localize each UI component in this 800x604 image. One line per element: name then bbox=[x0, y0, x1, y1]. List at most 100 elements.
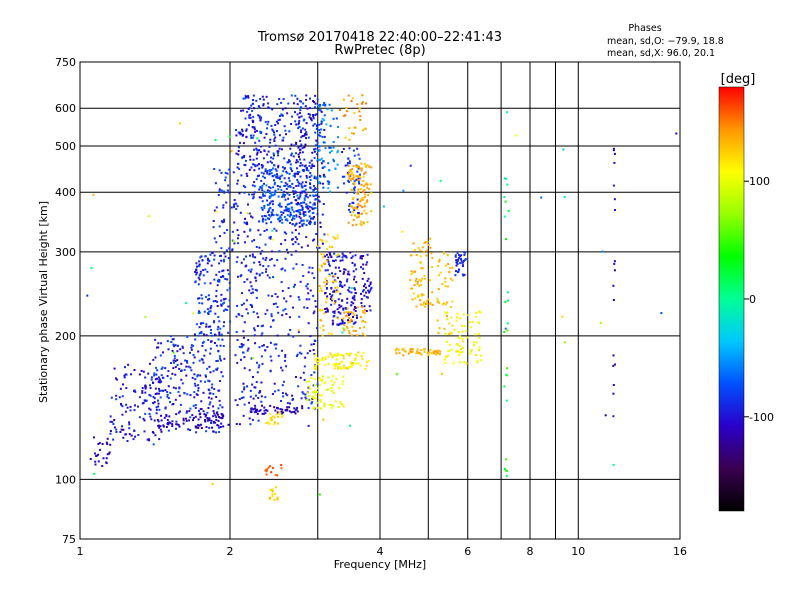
data-point bbox=[363, 205, 366, 208]
data-point bbox=[143, 399, 146, 402]
data-point bbox=[290, 143, 293, 146]
data-point bbox=[339, 312, 342, 315]
data-point bbox=[474, 333, 477, 336]
data-point bbox=[258, 364, 261, 367]
data-point bbox=[215, 418, 218, 421]
data-point bbox=[248, 168, 251, 171]
data-point bbox=[289, 147, 292, 150]
data-point bbox=[159, 354, 162, 357]
data-point bbox=[330, 303, 333, 306]
data-point bbox=[209, 282, 212, 285]
data-point bbox=[325, 282, 328, 285]
data-point bbox=[221, 338, 224, 341]
data-point bbox=[200, 400, 203, 403]
data-point bbox=[304, 195, 307, 198]
data-point bbox=[214, 138, 217, 141]
data-point bbox=[318, 268, 321, 271]
data-point bbox=[456, 313, 459, 316]
data-point bbox=[242, 97, 245, 100]
data-point bbox=[218, 169, 221, 172]
data-point bbox=[295, 263, 298, 266]
data-point bbox=[165, 426, 168, 428]
data-point bbox=[296, 103, 299, 106]
data-point bbox=[252, 397, 255, 400]
data-point bbox=[357, 212, 360, 214]
data-point bbox=[128, 423, 131, 426]
data-point bbox=[353, 186, 356, 189]
data-point bbox=[292, 193, 295, 195]
data-point bbox=[309, 387, 312, 390]
data-point bbox=[438, 274, 440, 277]
data-point bbox=[337, 136, 339, 139]
data-point bbox=[192, 419, 194, 422]
data-point bbox=[417, 247, 420, 250]
legend-title: Phases bbox=[628, 23, 661, 34]
data-point bbox=[156, 392, 158, 395]
data-point bbox=[263, 150, 266, 153]
data-point bbox=[330, 387, 333, 390]
data-point bbox=[313, 391, 316, 394]
data-point bbox=[278, 202, 281, 205]
data-point bbox=[287, 287, 290, 290]
data-point bbox=[363, 193, 366, 196]
data-point bbox=[263, 182, 265, 185]
data-point bbox=[295, 199, 298, 202]
data-point bbox=[300, 129, 303, 132]
data-point bbox=[262, 175, 265, 178]
data-point bbox=[309, 179, 312, 181]
data-point bbox=[276, 306, 279, 308]
data-point bbox=[292, 306, 294, 309]
data-point bbox=[144, 412, 147, 415]
data-point bbox=[133, 429, 136, 432]
data-point bbox=[425, 254, 428, 257]
data-point bbox=[245, 299, 248, 302]
data-point bbox=[97, 443, 100, 445]
data-point bbox=[134, 435, 137, 438]
data-point bbox=[336, 276, 339, 279]
data-point bbox=[322, 160, 325, 163]
data-point bbox=[281, 221, 284, 224]
data-point bbox=[313, 101, 316, 104]
data-point bbox=[216, 328, 219, 331]
data-point bbox=[505, 177, 508, 180]
data-point bbox=[318, 285, 321, 287]
data-point bbox=[419, 261, 422, 264]
data-point bbox=[289, 167, 292, 169]
data-point bbox=[152, 443, 155, 446]
data-point bbox=[312, 100, 315, 102]
data-point bbox=[294, 175, 296, 178]
data-point bbox=[291, 223, 294, 226]
data-point bbox=[296, 171, 299, 173]
data-point bbox=[275, 169, 278, 172]
data-point bbox=[339, 353, 342, 356]
data-point bbox=[318, 123, 321, 126]
data-point bbox=[336, 255, 339, 258]
data-point bbox=[416, 282, 419, 285]
data-point bbox=[284, 359, 286, 362]
data-point bbox=[429, 279, 432, 282]
data-point bbox=[143, 419, 146, 422]
data-point bbox=[451, 266, 454, 269]
data-point bbox=[105, 457, 108, 460]
data-point bbox=[253, 329, 256, 332]
data-point bbox=[312, 217, 315, 220]
data-point bbox=[144, 391, 147, 394]
y-tick-label: 500 bbox=[55, 140, 76, 153]
data-point bbox=[304, 356, 307, 359]
data-point bbox=[277, 152, 279, 155]
data-point bbox=[355, 165, 358, 168]
data-point bbox=[317, 104, 320, 107]
data-point bbox=[287, 102, 290, 105]
data-point bbox=[277, 150, 280, 153]
data-point bbox=[286, 172, 289, 175]
data-point bbox=[207, 259, 210, 262]
data-point bbox=[329, 293, 331, 296]
data-point bbox=[274, 474, 277, 476]
data-point bbox=[204, 255, 207, 258]
data-point bbox=[458, 254, 460, 257]
data-point bbox=[213, 278, 216, 281]
data-point bbox=[221, 417, 224, 419]
data-point bbox=[342, 148, 345, 150]
data-point bbox=[455, 319, 458, 322]
data-point bbox=[286, 408, 289, 411]
